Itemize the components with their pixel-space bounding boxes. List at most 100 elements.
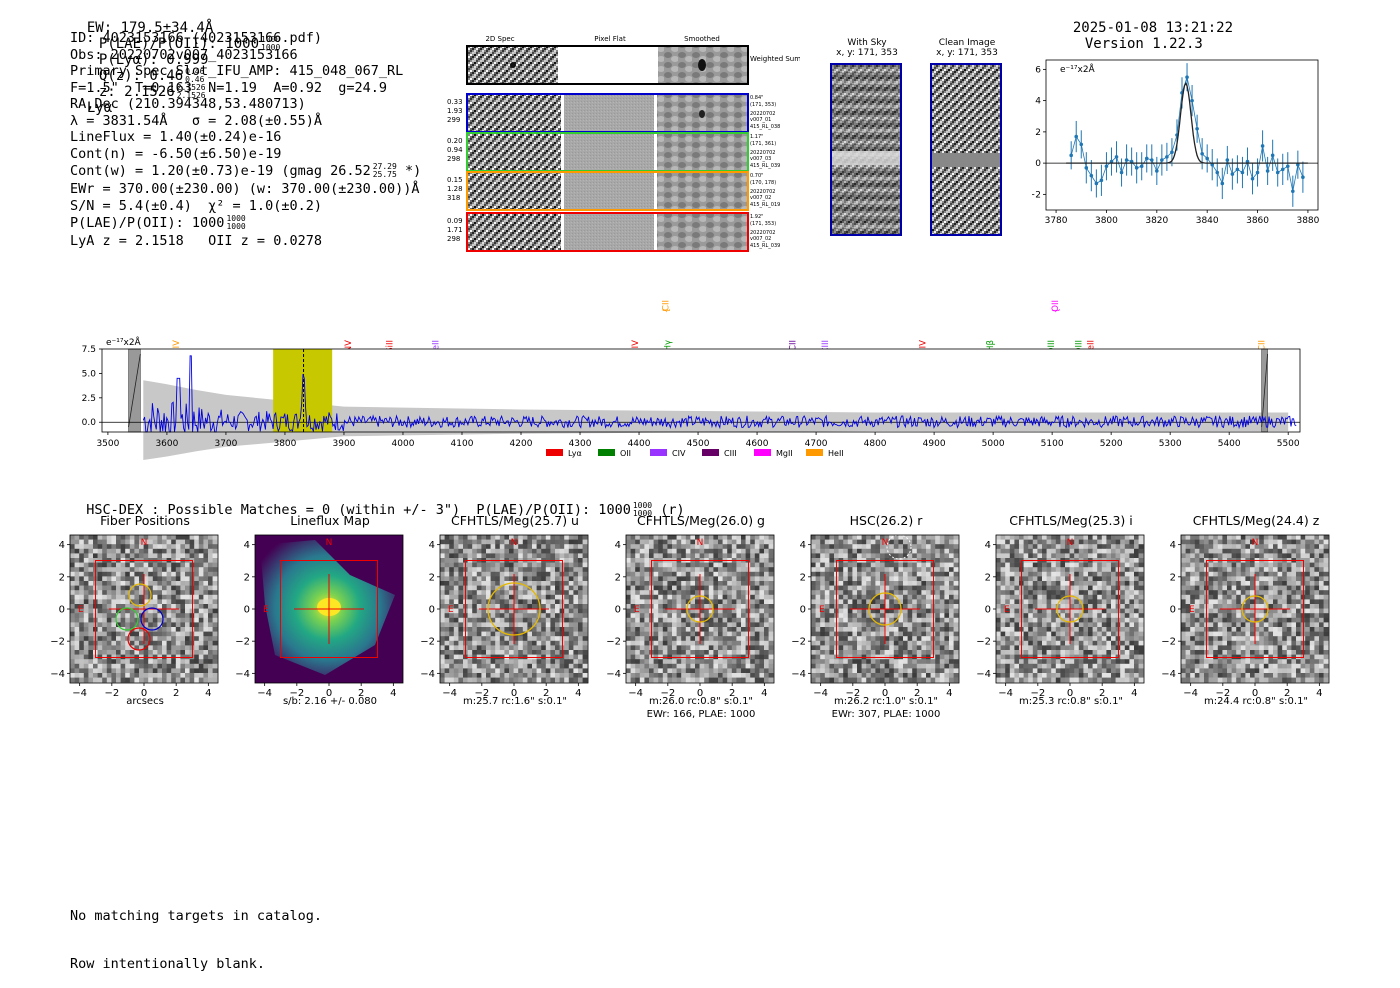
- image-pixel: [663, 641, 668, 646]
- image-pixel: [1047, 581, 1052, 586]
- image-pixel: [658, 540, 663, 545]
- image-pixel: [1014, 544, 1019, 549]
- legend-label: Lyα: [568, 449, 582, 458]
- image-pixel: [1120, 535, 1125, 540]
- image-pixel: [996, 540, 1001, 545]
- image-pixel: [1010, 590, 1015, 595]
- image-pixel: [583, 641, 588, 646]
- image-pixel: [130, 553, 135, 558]
- image-pixel: [578, 604, 583, 609]
- image-pixel: [514, 673, 519, 678]
- image-pixel: [898, 673, 903, 678]
- image-pixel: [631, 553, 636, 558]
- image-pixel: [820, 664, 825, 669]
- image-pixel: [718, 650, 723, 655]
- image-pixel: [213, 673, 218, 678]
- image-pixel: [578, 549, 583, 554]
- image-pixel: [644, 650, 649, 655]
- panel-title: CFHTLS/Meg(25.7) u: [420, 513, 610, 528]
- image-pixel: [134, 576, 139, 581]
- image-pixel: [481, 567, 486, 572]
- image-pixel: [495, 645, 500, 650]
- image-pixel: [144, 549, 149, 554]
- east-label: E: [263, 605, 269, 615]
- image-pixel: [686, 622, 691, 627]
- timestamp: 2025-01-08 13:21:22: [1073, 20, 1233, 36]
- image-pixel: [852, 540, 857, 545]
- image-pixel: [208, 659, 213, 664]
- image-pixel: [79, 641, 84, 646]
- image-pixel: [695, 572, 700, 577]
- image-pixel: [1047, 553, 1052, 558]
- image-pixel: [88, 567, 93, 572]
- image-pixel: [468, 664, 473, 669]
- image-pixel: [871, 645, 876, 650]
- image-pixel: [208, 576, 213, 581]
- image-pixel: [736, 609, 741, 614]
- image-pixel: [954, 586, 959, 591]
- image-pixel: [500, 645, 505, 650]
- image-pixel: [1093, 544, 1098, 549]
- image-pixel: [908, 599, 913, 604]
- image-pixel: [440, 622, 445, 627]
- image-pixel: [504, 636, 509, 641]
- image-pixel: [180, 590, 185, 595]
- image-pixel: [190, 535, 195, 540]
- image-pixel: [130, 540, 135, 545]
- image-pixel: [569, 627, 574, 632]
- image-pixel: [440, 590, 445, 595]
- image-pixel: [578, 590, 583, 595]
- image-pixel: [903, 636, 908, 641]
- image-pixel: [764, 549, 769, 554]
- info-line: Obs: 20220702v007_4023153166: [70, 47, 450, 64]
- image-pixel: [1065, 563, 1070, 568]
- image-pixel: [1042, 540, 1047, 545]
- image-pixel: [1125, 549, 1130, 554]
- image-pixel: [527, 645, 532, 650]
- image-pixel: [829, 609, 834, 614]
- image-pixel: [445, 590, 450, 595]
- image-pixel: [1019, 535, 1024, 540]
- image-pixel: [472, 563, 477, 568]
- image-pixel: [709, 645, 714, 650]
- image-pixel: [825, 549, 830, 554]
- image-pixel: [843, 609, 848, 614]
- image-pixel: [843, 678, 848, 683]
- image-pixel: [1106, 567, 1111, 572]
- image-pixel: [194, 563, 199, 568]
- image-pixel: [935, 609, 940, 614]
- image-pixel: [208, 553, 213, 558]
- image-pixel: [537, 567, 542, 572]
- image-pixel: [718, 618, 723, 623]
- image-pixel: [848, 586, 853, 591]
- image-pixel: [769, 581, 774, 586]
- image-pixel: [1010, 595, 1015, 600]
- image-pixel: [491, 599, 496, 604]
- image-pixel: [741, 627, 746, 632]
- image-pixel: [848, 535, 853, 540]
- image-pixel: [894, 645, 899, 650]
- image-pixel: [764, 659, 769, 664]
- image-pixel: [667, 544, 672, 549]
- image-pixel: [157, 632, 162, 637]
- info-line: EWr = 370.00(±230.00) (w: 370.00(±230.00…: [70, 181, 450, 198]
- image-pixel: [440, 549, 445, 554]
- image-pixel: [672, 627, 677, 632]
- image-pixel: [167, 604, 172, 609]
- image-pixel: [626, 567, 631, 572]
- image-pixel: [825, 650, 830, 655]
- image-pixel: [583, 613, 588, 618]
- image-pixel: [848, 613, 853, 618]
- image-pixel: [681, 544, 686, 549]
- image-pixel: [472, 599, 477, 604]
- image-pixel: [811, 558, 816, 563]
- image-pixel: [741, 618, 746, 623]
- image-pixel: [820, 618, 825, 623]
- image-pixel: [185, 576, 190, 581]
- image-pixel: [88, 678, 93, 683]
- image-pixel: [477, 590, 482, 595]
- image-pixel: [1028, 549, 1033, 554]
- image-pixel: [111, 553, 116, 558]
- image-pixel: [532, 673, 537, 678]
